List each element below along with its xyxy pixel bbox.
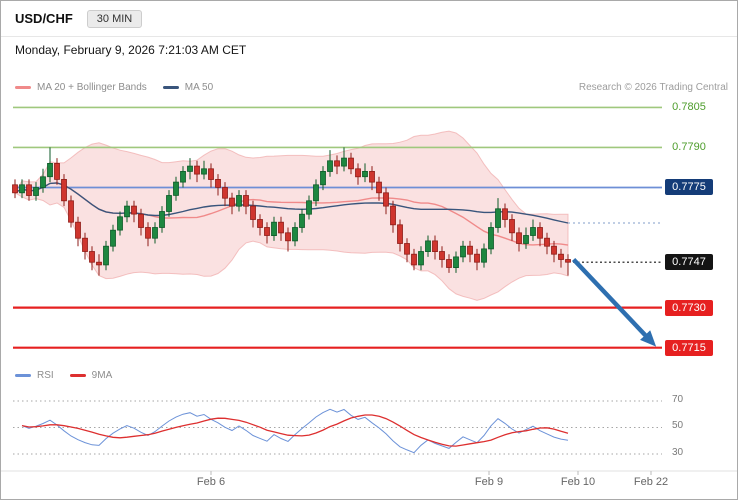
rsi-legend: RSI 9MA: [15, 370, 112, 381]
rsi-tick-30: 30: [672, 447, 684, 458]
ma20-legend-swatch: [15, 86, 31, 89]
timeframe-badge: 30 MIN: [86, 9, 143, 28]
copyright-text: Research © 2026 Trading Central: [578, 82, 728, 93]
rsi-legend-swatch: [15, 374, 31, 377]
rsi-ma-legend-swatch: [69, 374, 86, 377]
symbol-title: USD/CHF: [15, 11, 73, 26]
level-label-resistance-1: 0.7790: [672, 141, 706, 153]
rsi-tick-70: 70: [672, 394, 684, 405]
level-label-pivot: 0.7775: [665, 179, 713, 195]
x-axis-label: Feb 10: [560, 476, 596, 488]
x-axis-label: Feb 22: [633, 476, 669, 488]
chart-datetime: Monday, February 9, 2026 7:21:03 AM CET: [15, 43, 247, 57]
rsi-tick-50: 50: [672, 420, 684, 431]
ma20-legend-label: MA 20 + Bollinger Bands: [37, 82, 147, 93]
x-axis-label: Feb 9: [474, 476, 504, 488]
ma50-legend-label: MA 50: [184, 82, 214, 93]
rsi-legend-label: RSI: [37, 370, 54, 381]
rsi-ma-legend-label: 9MA: [91, 370, 113, 381]
level-label-last-price: 0.7747: [665, 254, 713, 270]
ma50-legend-swatch: [162, 86, 179, 89]
header-bar: USD/CHF 30 MIN: [1, 1, 737, 37]
level-label-support-1: 0.7730: [665, 300, 713, 316]
level-label-resistance-2: 0.7805: [672, 101, 706, 113]
level-label-support-2: 0.7715: [665, 340, 713, 356]
x-axis-label: Feb 6: [196, 476, 226, 488]
overlay-legend: MA 20 + Bollinger Bands MA 50 Research ©…: [15, 82, 728, 93]
